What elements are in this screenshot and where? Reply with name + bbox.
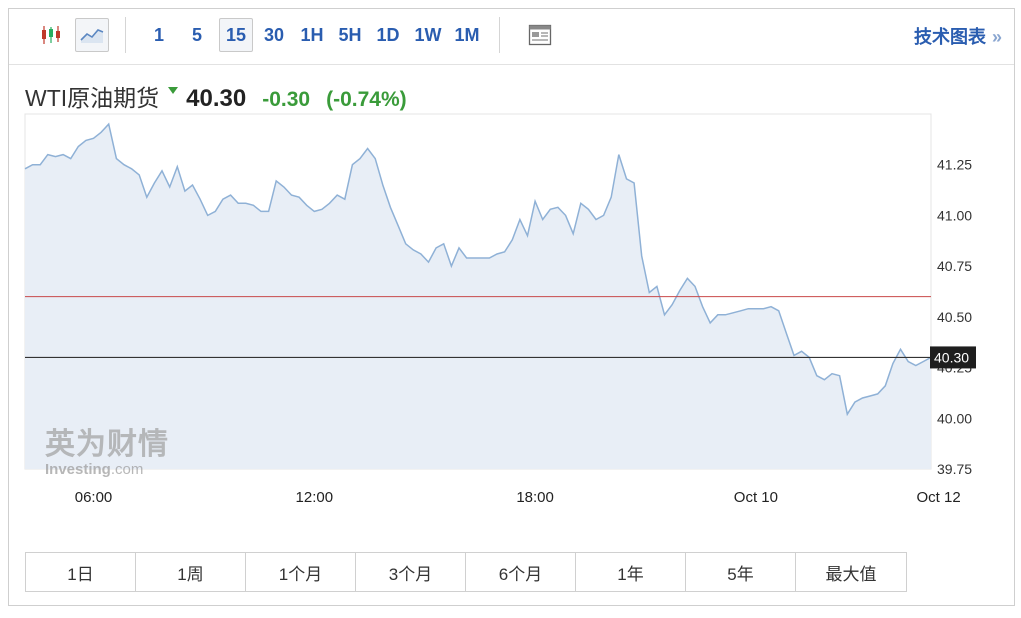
- range-button[interactable]: 5年: [686, 553, 796, 591]
- quote-header: WTI原油期货 40.30 -0.30 (-0.74%): [25, 79, 407, 113]
- candlestick-icon[interactable]: [34, 18, 68, 52]
- investing-logo: 英为财情 Investing.com: [45, 419, 169, 478]
- interval-30[interactable]: 30: [263, 24, 285, 45]
- y-tick-label: 40.50: [937, 309, 972, 325]
- price-change-percent: (-0.74%): [326, 88, 407, 111]
- x-tick-label: 18:00: [516, 489, 554, 506]
- interval-5h[interactable]: 5H: [338, 24, 362, 45]
- chart-toolbar: 1 5 15 30 1H 5H 1D 1W 1M 技术图表»: [9, 9, 1014, 65]
- technical-chart-link[interactable]: 技术图表»: [914, 23, 1002, 49]
- interval-1w[interactable]: 1W: [414, 24, 442, 45]
- interval-1d[interactable]: 1D: [376, 24, 400, 45]
- range-button[interactable]: 1周: [136, 553, 246, 591]
- x-tick-label: 12:00: [296, 489, 334, 506]
- range-button[interactable]: 1日: [26, 553, 136, 591]
- range-button[interactable]: 3个月: [356, 553, 466, 591]
- y-tick-label: 39.75: [937, 461, 972, 477]
- price-change: -0.30: [262, 88, 311, 111]
- range-button[interactable]: 1个月: [246, 553, 356, 591]
- logo-en-text: Investing.com: [45, 461, 144, 478]
- y-tick-label: 40.00: [937, 410, 972, 426]
- y-tick-label: 41.00: [937, 207, 972, 223]
- range-selector: 1日 1周 1个月 3个月 6个月 1年 5年 最大值: [25, 552, 907, 592]
- interval-1h[interactable]: 1H: [300, 24, 324, 45]
- toolbar-divider: [499, 17, 500, 53]
- x-tick-label: Oct 12: [917, 489, 961, 506]
- x-tick-label: Oct 10: [734, 489, 778, 506]
- range-button[interactable]: 1年: [576, 553, 686, 591]
- price-line: [24, 122, 932, 417]
- toolbar-divider: [125, 17, 126, 53]
- logo-cn-text: 英为财情: [45, 428, 169, 461]
- technical-chart-label: 技术图表: [913, 27, 986, 47]
- y-tick-label: 40.75: [937, 258, 972, 274]
- last-price: 40.30: [186, 85, 247, 112]
- x-tick-label: 06:00: [75, 489, 113, 506]
- down-arrow-icon: [168, 87, 179, 94]
- range-button[interactable]: 最大值: [796, 553, 906, 591]
- interval-1m[interactable]: 1M: [454, 24, 480, 45]
- y-tick-label: 41.25: [937, 157, 972, 173]
- last-price-badge: [930, 346, 976, 369]
- interval-1[interactable]: 1: [153, 24, 164, 45]
- instrument-name: WTI原油期货: [25, 85, 160, 111]
- interval-15[interactable]: 15: [219, 18, 253, 52]
- range-button[interactable]: 6个月: [466, 553, 576, 591]
- interval-5[interactable]: 5: [191, 24, 202, 45]
- newspaper-icon[interactable]: [523, 18, 557, 52]
- chart-widget: 1 5 15 30 1H 5H 1D 1W 1M 技术图表» WTI原油期货 4…: [8, 8, 1015, 606]
- last-price-badge-label: 40.30: [934, 349, 969, 365]
- line-chart-icon[interactable]: [75, 18, 109, 52]
- double-chevron-right-icon: »: [991, 27, 1002, 47]
- price-chart[interactable]: 41.2541.0040.7540.5040.2540.0039.7540.30…: [9, 9, 1014, 539]
